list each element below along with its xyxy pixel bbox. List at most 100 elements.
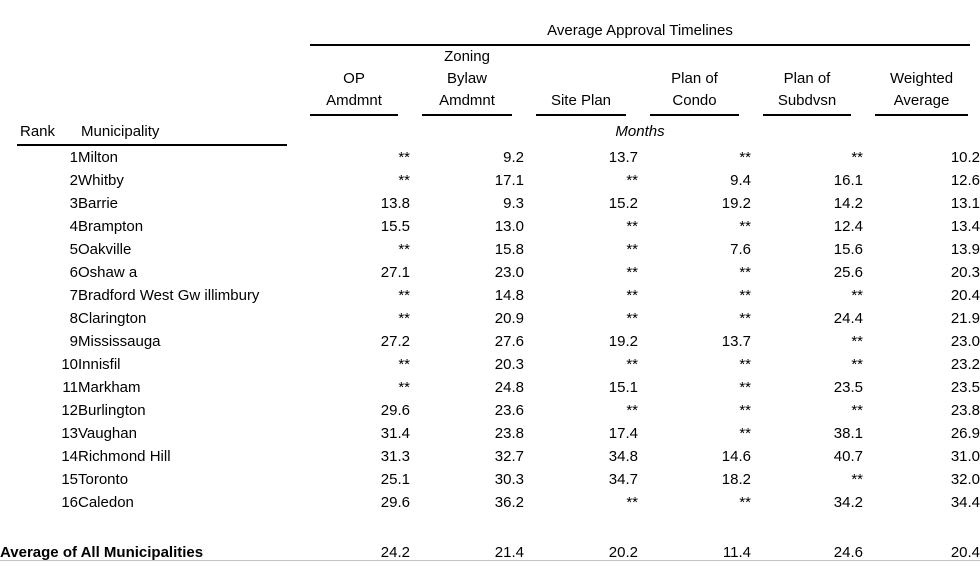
- value-cell: 14.2: [833, 195, 863, 212]
- value-cell: 10.2: [950, 149, 980, 166]
- value-cell: 17.4: [608, 425, 638, 442]
- value-cell: 19.2: [721, 195, 751, 212]
- table-row: 11 Markham ** 24.8 15.1 ** 23.5 23.5: [0, 376, 980, 399]
- unit-label-months: Months: [615, 123, 665, 140]
- table-row: 13 Vaughan 31.4 23.8 17.4 ** 38.1 26.9: [0, 422, 980, 445]
- value-cell: 9.2: [503, 149, 524, 166]
- value-cell: 34.8: [608, 448, 638, 465]
- value-cell: **: [739, 310, 751, 327]
- spacer-row: [0, 514, 980, 540]
- municipality-cell: Brampton: [78, 218, 144, 235]
- municipality-cell: Clarington: [78, 310, 147, 327]
- value-cell: 12.6: [950, 172, 980, 189]
- value-cell: 34.2: [833, 494, 863, 511]
- value-cell: **: [739, 402, 751, 419]
- value-cell: **: [739, 494, 751, 511]
- value-cell: 15.8: [494, 241, 524, 258]
- value-cell: 31.0: [950, 448, 980, 465]
- value-cell: **: [851, 287, 863, 304]
- value-cell: 15.6: [833, 241, 863, 258]
- table-title: Average Approval Timelines: [310, 22, 971, 46]
- value-cell: 15.2: [608, 195, 638, 212]
- table-row: 3 Barrie 13.8 9.3 15.2 19.2 14.2 13.1: [0, 192, 980, 215]
- value-cell: 23.8: [494, 425, 524, 442]
- table-row: 1 Milton ** 9.2 13.7 ** ** 10.2: [0, 146, 980, 169]
- table-row: 12 Burlington 29.6 23.6 ** ** ** 23.8: [0, 399, 980, 422]
- rank-cell: 11: [62, 379, 78, 396]
- value-cell: 20.9: [494, 310, 524, 327]
- value-cell: 13.7: [721, 333, 751, 350]
- value-cell: **: [739, 356, 751, 373]
- value-cell: 32.7: [494, 448, 524, 465]
- value-cell: 20.4: [950, 287, 980, 304]
- rank-cell: 6: [69, 264, 78, 281]
- column-header-row: OP Amdmnt Zoning Bylaw Amdmnt Site Plan …: [0, 46, 980, 116]
- municipality-cell: Toronto: [78, 471, 129, 488]
- value-cell: 23.8: [950, 402, 980, 419]
- value-cell: 13.9: [950, 241, 980, 258]
- summary-value-cell: 24.2: [380, 543, 410, 561]
- value-cell: **: [739, 149, 751, 166]
- value-cell: 32.0: [950, 471, 980, 488]
- summary-value-cell: 24.6: [833, 543, 863, 561]
- value-cell: 27.6: [494, 333, 524, 350]
- rank-cell: 7: [69, 287, 78, 304]
- value-cell: **: [398, 356, 410, 373]
- column-header-site-plan: Site Plan: [536, 90, 626, 116]
- value-cell: **: [851, 402, 863, 419]
- value-cell: 26.9: [950, 425, 980, 442]
- value-cell: 14.6: [721, 448, 751, 465]
- municipality-cell: Barrie: [78, 195, 119, 212]
- value-cell: **: [626, 287, 638, 304]
- table-row: 16 Caledon 29.6 36.2 ** ** 34.2 34.4: [0, 491, 980, 514]
- table-row: 6 Oshaw a 27.1 23.0 ** ** 25.6 20.3: [0, 261, 980, 284]
- summary-label: Average of All Municipalities: [0, 543, 204, 561]
- table-row: 7 Bradford West Gw illimbury ** 14.8 ** …: [0, 284, 980, 307]
- value-cell: **: [851, 149, 863, 166]
- value-cell: 13.4: [950, 218, 980, 235]
- value-cell: 25.1: [380, 471, 410, 488]
- value-cell: 13.8: [380, 195, 410, 212]
- municipality-cell: Burlington: [78, 402, 146, 419]
- rank-cell: 4: [69, 218, 78, 235]
- value-cell: **: [626, 264, 638, 281]
- value-cell: 12.4: [833, 218, 863, 235]
- municipality-cell: Whitby: [78, 172, 124, 189]
- rank-cell: 14: [61, 448, 78, 465]
- value-cell: **: [851, 356, 863, 373]
- rank-cell: 10: [61, 356, 78, 373]
- table-row: 4 Brampton 15.5 13.0 ** ** 12.4 13.4: [0, 215, 980, 238]
- value-cell: 27.2: [380, 333, 410, 350]
- rank-cell: 3: [69, 195, 78, 212]
- table-row: 10 Innisfil ** 20.3 ** ** ** 23.2: [0, 353, 980, 376]
- value-cell: 23.6: [494, 402, 524, 419]
- column-header-plan-of-condo: Plan of Condo: [650, 68, 739, 116]
- rank-cell: 5: [69, 241, 78, 258]
- value-cell: **: [626, 402, 638, 419]
- table-row: 14 Richmond Hill 31.3 32.7 34.8 14.6 40.…: [0, 445, 980, 468]
- value-cell: 36.2: [494, 494, 524, 511]
- value-cell: **: [398, 241, 410, 258]
- table-row: 8 Clarington ** 20.9 ** ** 24.4 21.9: [0, 307, 980, 330]
- summary-row: Average of All Municipalities 24.2 21.4 …: [0, 540, 980, 564]
- municipality-cell: Markham: [78, 379, 141, 396]
- municipality-cell: Milton: [78, 149, 119, 166]
- value-cell: **: [739, 218, 751, 235]
- rank-cell: 12: [61, 402, 78, 419]
- municipality-cell: Vaughan: [78, 425, 137, 442]
- value-cell: 13.1: [950, 195, 980, 212]
- value-cell: 31.3: [380, 448, 410, 465]
- value-cell: 21.9: [950, 310, 980, 327]
- value-cell: 24.8: [494, 379, 524, 396]
- value-cell: 23.5: [950, 379, 980, 396]
- column-header-weighted-average: Weighted Average: [875, 68, 969, 116]
- summary-value-cell: 11.4: [722, 543, 751, 561]
- value-cell: **: [626, 218, 638, 235]
- value-cell: 19.2: [608, 333, 638, 350]
- value-cell: **: [398, 172, 410, 189]
- value-cell: **: [851, 471, 863, 488]
- summary-value-cell: 20.2: [608, 543, 638, 561]
- value-cell: 34.4: [950, 494, 980, 511]
